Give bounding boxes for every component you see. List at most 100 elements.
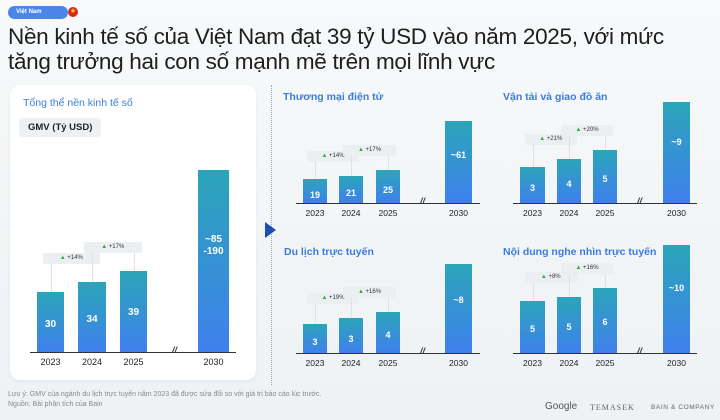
year-label: 2023 — [523, 208, 542, 218]
chart-title-media: Nội dung nghe nhìn trực tuyến — [503, 246, 657, 258]
bar-2024 — [557, 297, 581, 353]
x-axis-line — [296, 203, 480, 204]
vietnam-flag-icon: ★ — [68, 7, 78, 17]
year-label: 2024 — [559, 208, 579, 218]
year-label: 2023 — [305, 358, 325, 368]
year-label: 2023 — [305, 208, 325, 218]
axis-break-mark: // — [420, 346, 426, 356]
bar-2023 — [303, 179, 327, 203]
bar-2025 — [376, 170, 400, 203]
bar-value-label: 21 — [345, 188, 356, 199]
year-label: 2030 — [667, 208, 686, 218]
bar-value-label: 19 — [309, 189, 320, 200]
bar-2024 — [339, 318, 363, 353]
arrow-up-icon: ▲ — [321, 153, 330, 159]
growth-connector — [388, 298, 389, 312]
year-label: 2023 — [523, 358, 542, 368]
footnote: Lưu ý: GMV của ngành du lịch trực tuyến … — [8, 391, 322, 398]
source-note: Nguồn: Bài phân tích của Bain — [8, 401, 103, 408]
year-label: 2030 — [667, 358, 686, 368]
growth-connector — [569, 145, 570, 159]
year-label: 2030 — [449, 358, 468, 368]
growth-badge: ▲ +8% — [524, 272, 577, 283]
x-axis-line — [296, 353, 480, 354]
growth-connector — [315, 162, 316, 179]
growth-connector — [351, 162, 352, 176]
overall-panel-title: Tổng thể nền kinh tế số — [23, 97, 133, 109]
x-axis-line — [513, 353, 697, 354]
page-title: Nền kinh tế số của Việt Nam đạt 39 tỷ US… — [8, 24, 664, 74]
growth-value: +16% — [365, 289, 382, 295]
bar-value-label: 4 — [385, 330, 391, 341]
bar-value-label: 3 — [529, 183, 535, 194]
bar-value-label: 5 — [602, 173, 608, 184]
bar-2024 — [339, 176, 363, 203]
growth-badge: ▲ +16% — [561, 263, 613, 274]
growth-value: +19% — [329, 295, 345, 301]
arrow-right-icon — [265, 222, 276, 238]
growth-value: +8% — [548, 274, 561, 280]
year-label: 2025 — [595, 208, 615, 218]
bar-2030 — [663, 245, 690, 353]
bar-value-label: ~8 — [453, 295, 464, 306]
chart-title-ecommerce: Thương mại điện tử — [283, 91, 384, 103]
bar-value-label: 4 — [566, 178, 572, 189]
bar-value-label: 3 — [312, 337, 318, 348]
growth-badge: ▲ +21% — [524, 134, 577, 145]
metric-label: GMV (Tỷ USD) — [19, 118, 102, 137]
temasek-logo: TEMASEK — [590, 403, 635, 412]
axis-break-mark: // — [420, 196, 426, 206]
growth-value: +14% — [329, 153, 345, 159]
growth-connector — [569, 283, 570, 297]
year-label: 2030 — [449, 208, 468, 218]
bar-2030 — [445, 121, 472, 203]
google-logo: Google — [545, 401, 578, 412]
growth-connector — [315, 304, 316, 324]
bar-value-label: 5 — [529, 324, 535, 335]
arrow-up-icon: ▲ — [575, 127, 584, 133]
year-label: 2025 — [378, 358, 398, 368]
bar-value-label: ~10 — [668, 282, 685, 293]
bar-2030 — [663, 102, 690, 203]
bar-2025 — [376, 312, 400, 353]
arrow-up-icon: ▲ — [539, 136, 547, 142]
growth-value: +17% — [365, 147, 382, 153]
growth-connector — [605, 136, 606, 150]
growth-connector — [569, 274, 570, 297]
bain-logo: BAIN & COMPANY — [651, 404, 715, 411]
growth-connector — [605, 274, 606, 288]
chart-title-transport: Vận tải và giao đồ ăn — [503, 91, 608, 103]
bar-value-label: 5 — [566, 322, 572, 333]
country-tag: Việt Nam — [8, 6, 68, 19]
bar-2025 — [593, 288, 617, 353]
year-label: 2025 — [378, 208, 398, 218]
chart-title-travel: Du lịch trực tuyến — [284, 246, 374, 258]
growth-badge: ▲ +19% — [307, 293, 359, 304]
bar-2023 — [520, 301, 545, 353]
bar-2030 — [445, 264, 472, 353]
growth-badge: ▲ +20% — [561, 125, 613, 136]
growth-connector — [351, 298, 352, 318]
bar-value-label: ~9 — [671, 137, 682, 148]
arrow-up-icon: ▲ — [540, 274, 549, 280]
arrow-up-icon: ▲ — [575, 265, 584, 271]
growth-value: +16% — [583, 265, 599, 271]
growth-connector — [388, 156, 389, 170]
x-axis-line — [513, 203, 697, 204]
year-label: 2025 — [595, 358, 615, 368]
growth-connector — [351, 304, 352, 318]
arrow-up-icon: ▲ — [321, 295, 330, 301]
bar-2023 — [303, 324, 327, 353]
arrow-up-icon: ▲ — [357, 147, 366, 153]
growth-connector — [532, 283, 534, 301]
growth-value: +20% — [583, 127, 599, 133]
year-label: 2024 — [559, 358, 579, 368]
axis-break-mark: // — [637, 196, 643, 206]
bar-2025 — [593, 150, 617, 203]
growth-badge: ▲ +16% — [343, 287, 396, 298]
bar-2024 — [557, 159, 581, 203]
bar-value-label: 3 — [348, 333, 354, 344]
year-label: 2024 — [341, 208, 361, 218]
bar-2023 — [520, 167, 545, 203]
year-label: 2024 — [341, 358, 361, 368]
